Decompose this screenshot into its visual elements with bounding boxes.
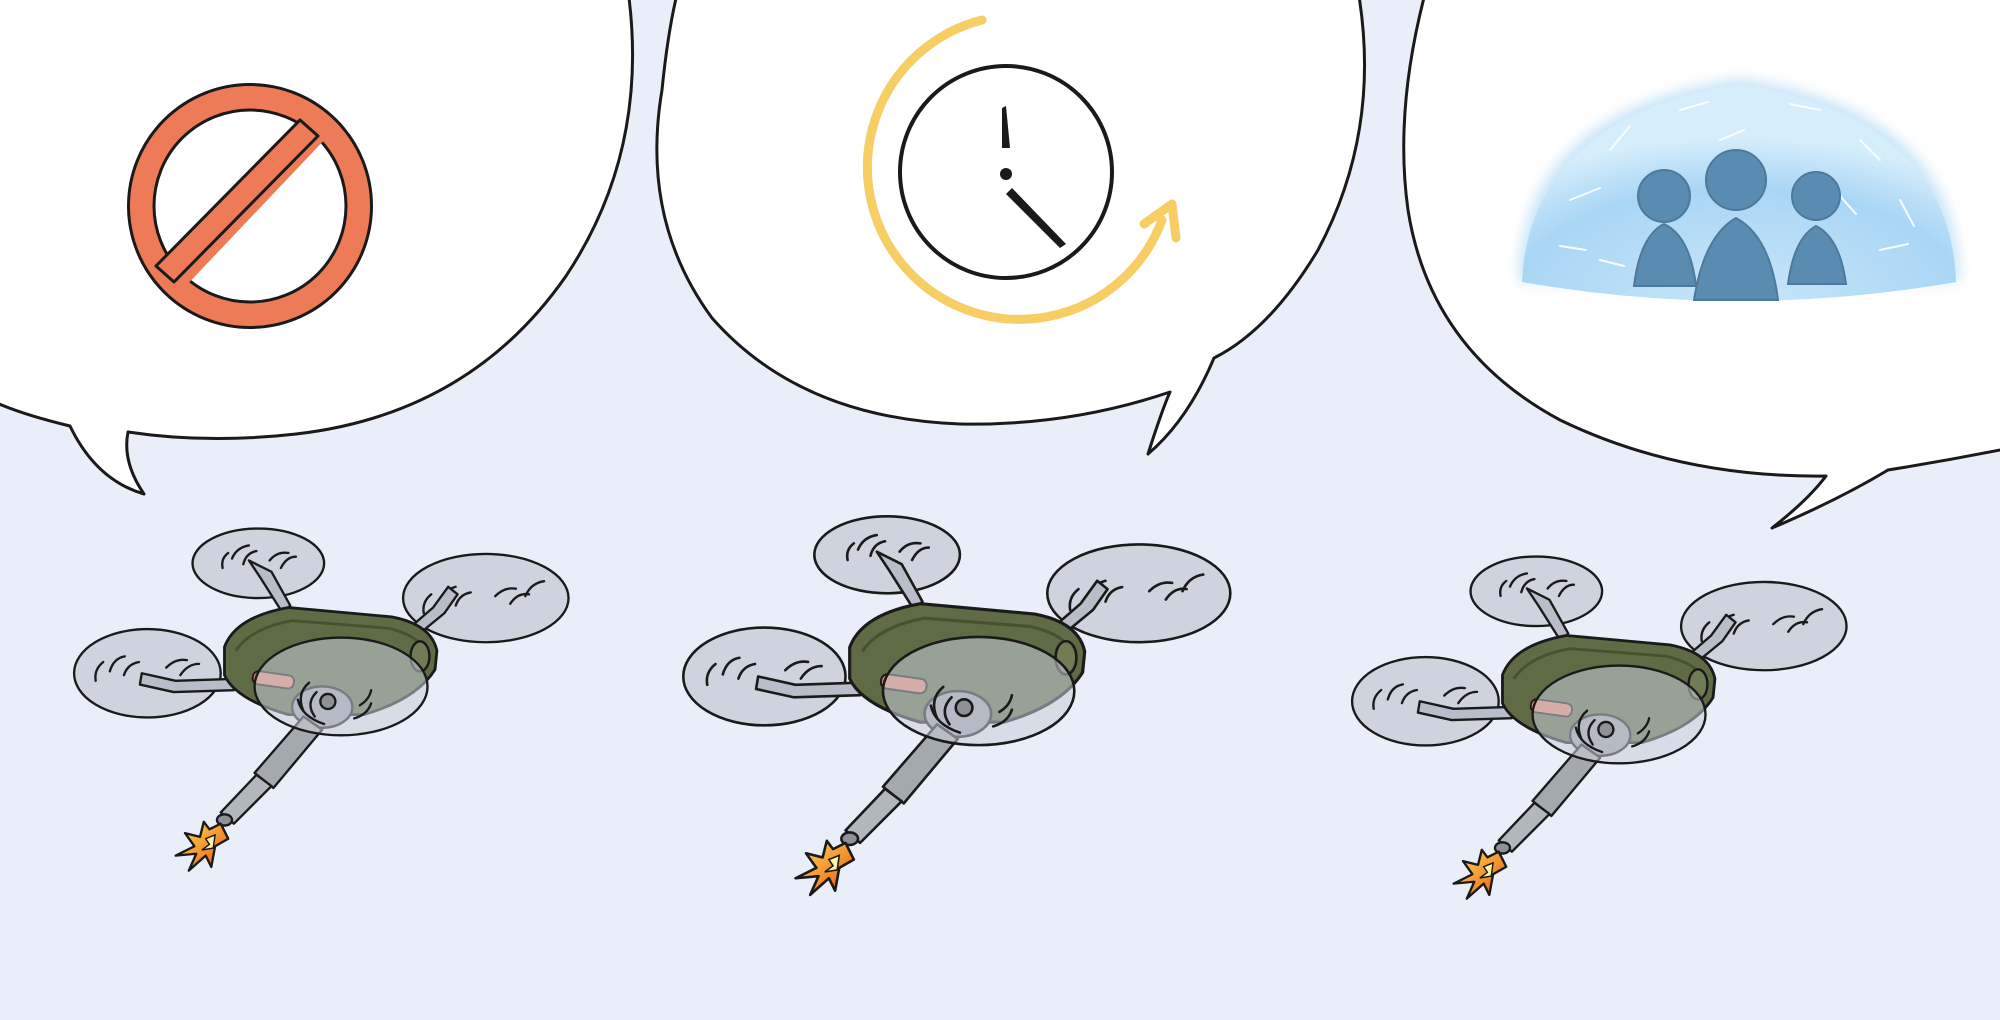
shielded-people-icon [1518, 78, 1960, 301]
speech-bubble-right [1402, 0, 2000, 530]
clock-refresh-icon [862, 15, 1181, 324]
speech-bubble-left [0, 0, 635, 496]
speech-bubble-middle [655, 0, 1367, 456]
no-entry-sign-icon [127, 83, 373, 329]
